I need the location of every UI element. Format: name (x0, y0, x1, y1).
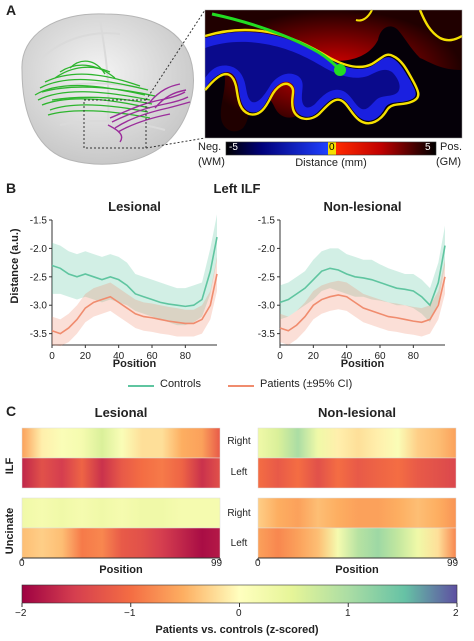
y-tick-label: -2.0 (30, 244, 48, 255)
series-line-controls (51, 236, 218, 308)
heatmap-row-label-ilf-right: Right (227, 436, 251, 447)
y-tick-label: -3.5 (30, 329, 48, 340)
y-tick-label: -1.5 (258, 216, 276, 227)
ci-band-patients (280, 259, 445, 345)
heatmap-nonlesional-title: Non-lesional (317, 405, 396, 420)
zscore-tick-2: 2 (453, 608, 459, 619)
x-tick-label: 40 (341, 351, 353, 362)
uncinate-bundle (107, 83, 191, 143)
panel-b-letter: B (6, 180, 17, 196)
heatmap-group-uncinate: Uncinate (4, 507, 16, 555)
heatmap-row-lesional-uncinate-left (21, 527, 221, 559)
zscore-tick-neg1: −1 (124, 608, 136, 619)
heatmap-lesional-xtick-99: 99 (211, 558, 223, 569)
heatmap-row-label-unc-left: Left (230, 538, 248, 549)
heatmap-row-non-lesional-uncinate-left (257, 527, 457, 559)
zscore-tick-neg2: −2 (15, 608, 27, 619)
distance-map-inset (204, 9, 463, 139)
y-tick-label: -3.5 (258, 329, 276, 340)
x-tick-label: 20 (80, 351, 92, 362)
heatmap-row-non-lesional-uncinate-right (257, 497, 457, 529)
colorbar-neg-sublabel: (WM) (198, 156, 225, 168)
heatmap-lesional-xtick-0: 0 (19, 558, 25, 569)
series-line-patients (51, 273, 218, 335)
heatmap-nonlesional-xtick-99: 99 (447, 558, 459, 569)
x-tick-label: 60 (146, 351, 158, 362)
heatmap-row-label-ilf-left: Left (230, 467, 248, 478)
heatmap-lesional-title: Lesional (94, 405, 148, 420)
series-line-patients (279, 276, 446, 332)
heatmap-row-lesional-ilf-left (21, 457, 221, 489)
heatmap-row-label-unc-right: Right (227, 508, 251, 519)
x-tick-label: 20 (308, 351, 320, 362)
x-tick-label: 80 (180, 351, 192, 362)
x-tick-label: 60 (374, 351, 386, 362)
heatmap-nonlesional-xtick-0: 0 (255, 558, 261, 569)
panel-b-legend: Controls Patients (±95% CI) (118, 378, 418, 394)
colorbar-mid-label: 0 (329, 142, 335, 153)
panel-a-figure (21, 9, 463, 165)
colorbar-max-label: 5 (425, 142, 431, 153)
legend-controls-label: Controls (160, 378, 201, 390)
panel-a-letter: A (6, 2, 17, 18)
panel-c-letter: C (6, 403, 17, 419)
x-tick-label: 0 (277, 351, 283, 362)
chart-nonlesional-title: Non-lesional (323, 199, 402, 214)
ci-band-controls (52, 214, 217, 326)
heatmap-row-lesional-uncinate-right (21, 497, 221, 529)
y-tick-label: -1.5 (30, 216, 48, 227)
line-chart-0: -1.5 -2.0 -2.5 -3.0 -3.50 20 40 60 80 (30, 214, 218, 362)
y-tick-label: -3.0 (30, 301, 48, 312)
heatmap-row-non-lesional-ilf-left (257, 457, 457, 489)
ci-band-patients (52, 256, 217, 347)
brain-rendering (21, 13, 194, 165)
legend-controls-swatch (128, 385, 154, 387)
heatmap-lesional-xlabel: Position (99, 564, 143, 576)
panel-b-line-charts: -1.5-2.0-2.5-3.0-3.50 20 40 60 80-1.5-2.0-2.… (30, 214, 446, 362)
legend-patients-swatch (228, 385, 254, 387)
y-tick-label: -3.0 (258, 301, 276, 312)
chart-lesional-ylabel: Distance (a.u.) (9, 228, 21, 304)
colorbar-min-label: -5 (229, 142, 238, 153)
colorbar-pos-sublabel: (GM) (436, 156, 462, 168)
panel-b-super-title: Left ILF (213, 181, 261, 196)
zoom-region-box (83, 99, 147, 149)
zscore-tick-1: 1 (345, 608, 351, 619)
x-tick-label: 40 (113, 351, 125, 362)
y-tick-label: -2.5 (258, 272, 276, 283)
line-chart-1: -1.5 -2.0 -2.5 -3.0 -3.50 20 40 60 80 (258, 216, 446, 362)
colorbar-title: Distance (mm) (295, 157, 367, 169)
series-line-controls (279, 245, 446, 307)
zscore-colorbar (21, 584, 458, 607)
distance-colorbar (225, 141, 437, 156)
legend-patients-label: Patients (±95% CI) (260, 378, 353, 390)
chart-lesional-xlabel: Position (112, 358, 157, 370)
ilf-bundle (34, 60, 156, 119)
zscore-colorbar-label: Patients vs. controls (z-scored) (155, 624, 319, 636)
heatmap-nonlesional-xlabel: Position (335, 564, 379, 576)
x-tick-label: 80 (408, 351, 420, 362)
y-tick-label: -2.5 (30, 272, 48, 283)
heatmap-group-ilf: ILF (4, 457, 16, 475)
heatmap-row-non-lesional-ilf-right (257, 427, 457, 459)
colorbar-neg-label: Neg. (198, 141, 222, 153)
zscore-tick-0: 0 (236, 608, 242, 619)
y-tick-label: -2.0 (258, 244, 276, 255)
ci-band-controls (280, 225, 445, 323)
x-tick-label: 0 (49, 351, 55, 362)
streamline-endpoint (334, 64, 346, 76)
chart-nonlesional-xlabel: Position (340, 358, 385, 370)
chart-lesional-title: Lesional (108, 199, 161, 214)
colorbar-pos-label: Pos. (440, 141, 463, 153)
panel-c-heatmaps (21, 427, 457, 561)
heatmap-row-lesional-ilf-right (21, 427, 221, 459)
